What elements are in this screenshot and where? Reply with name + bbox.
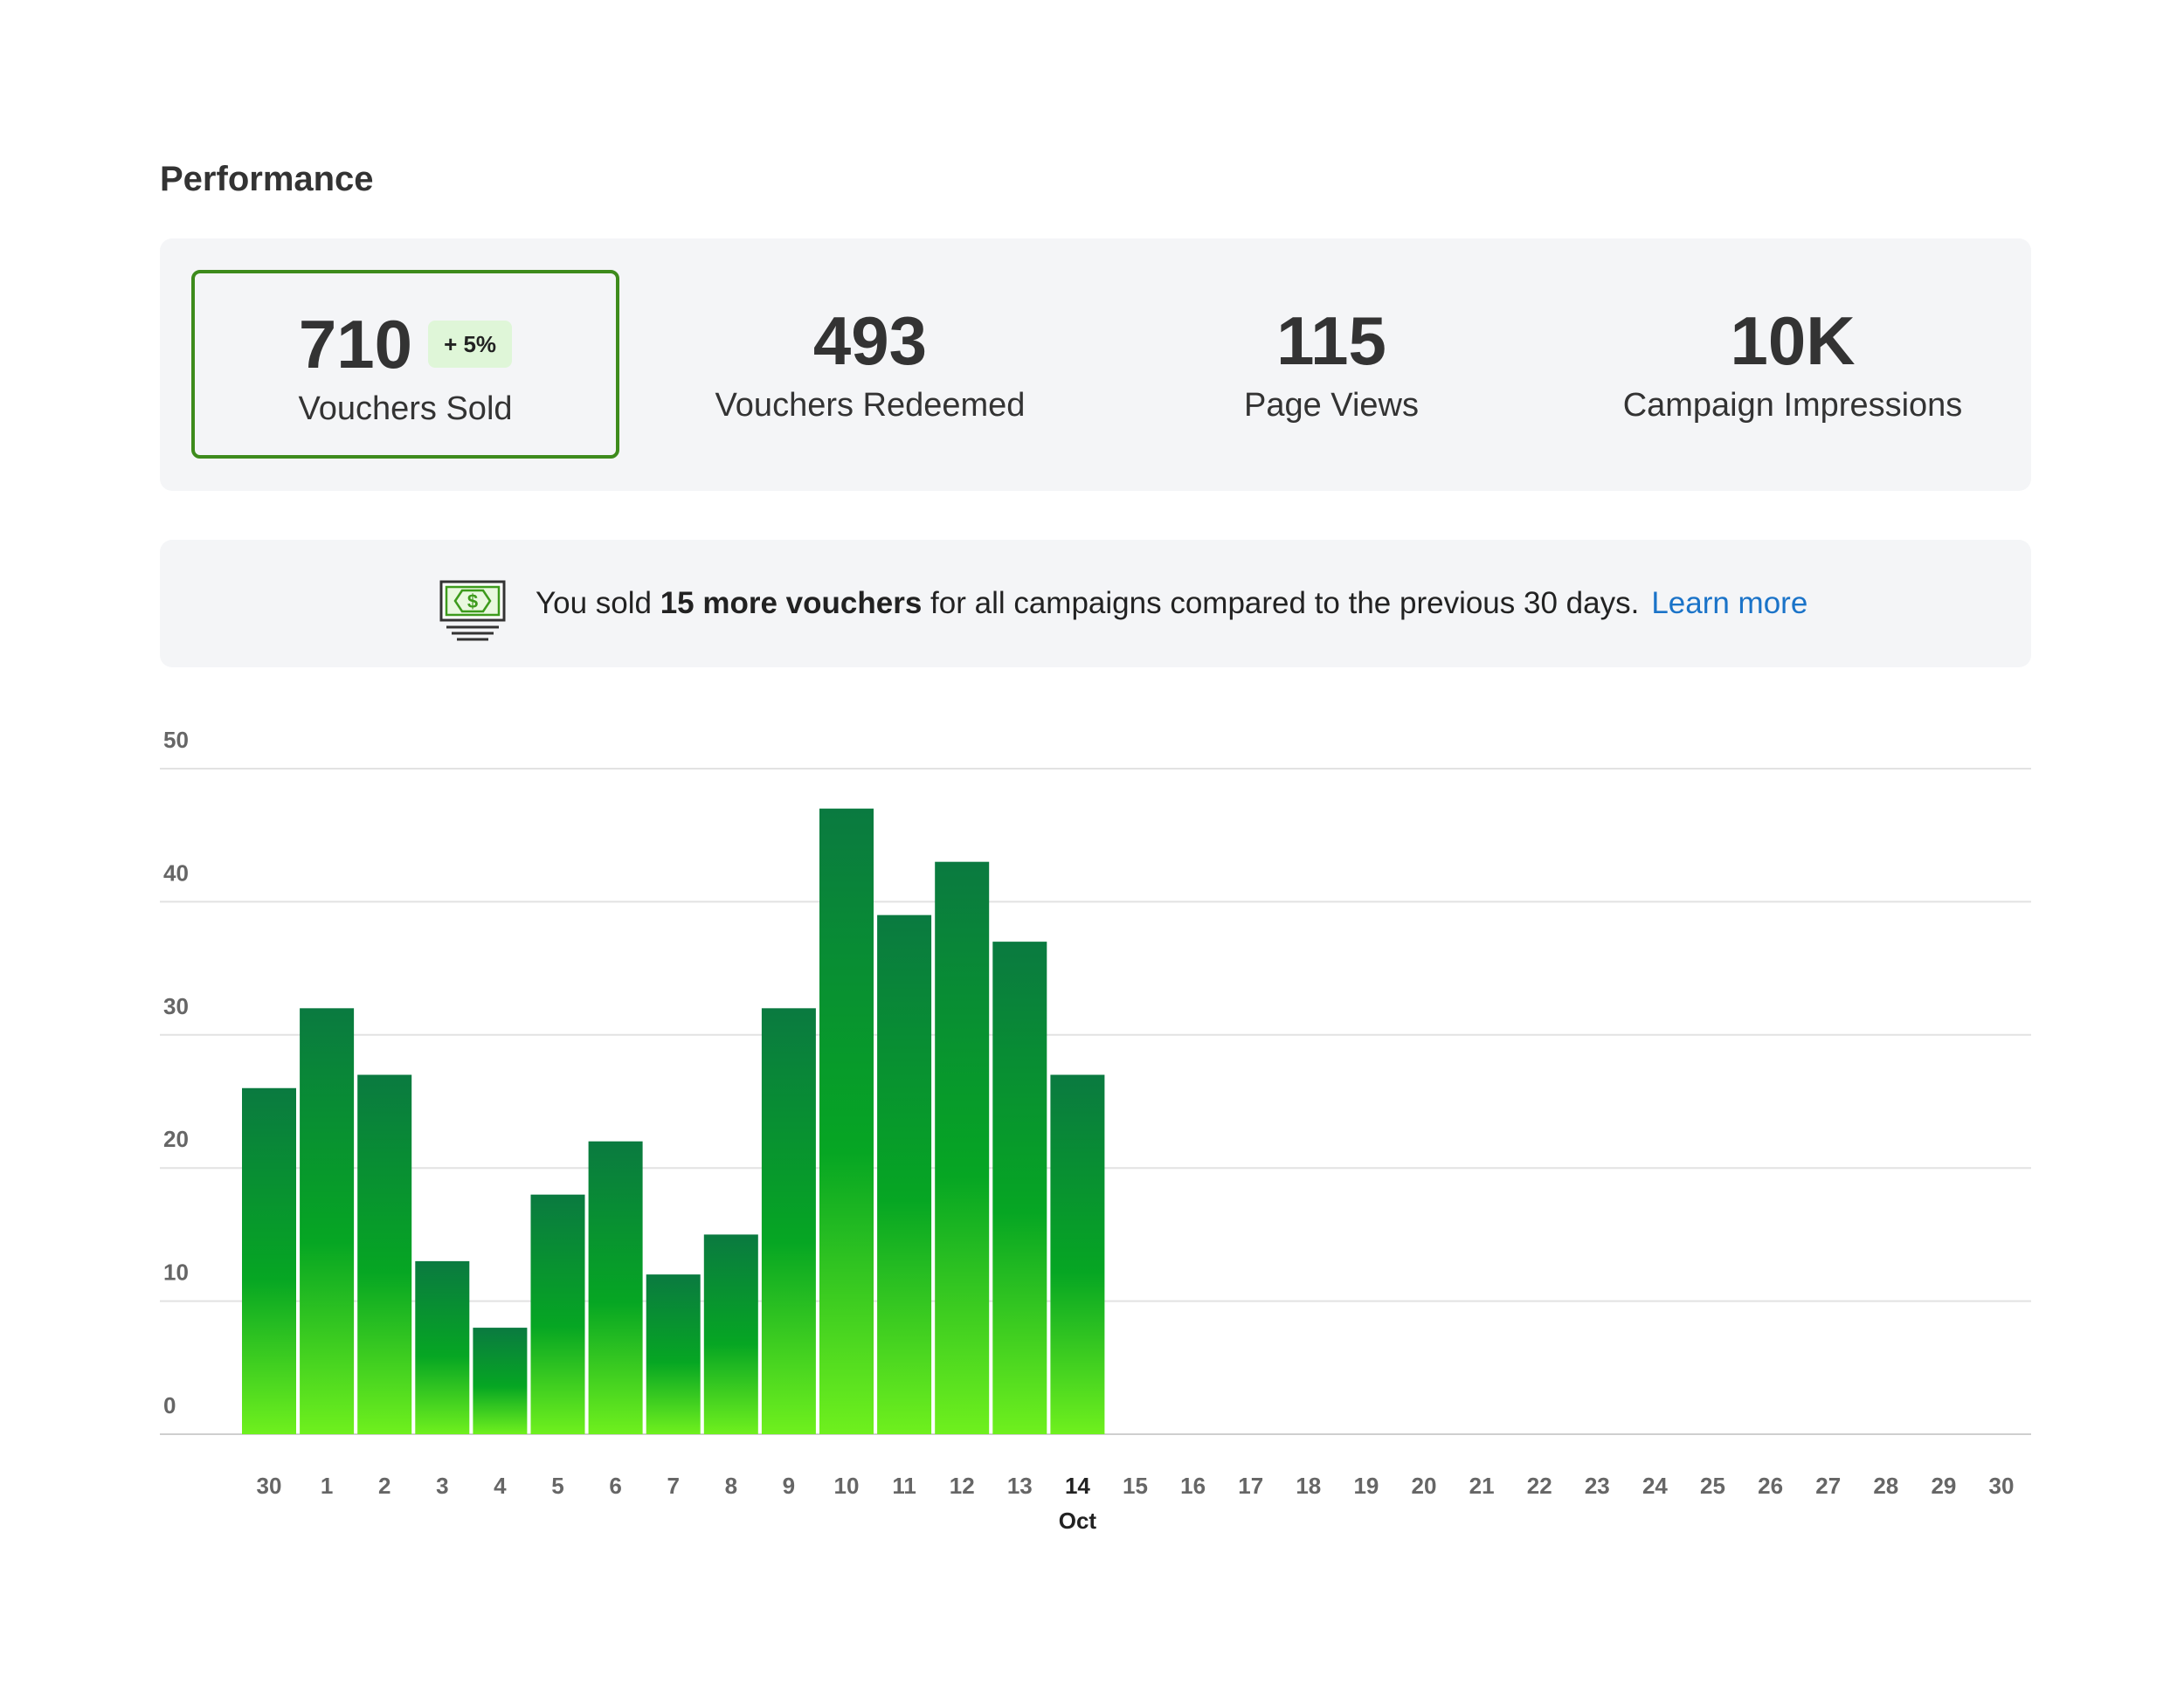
y-tick-label: 30 bbox=[163, 993, 189, 1019]
bar[interactable] bbox=[761, 1008, 816, 1434]
metric-value: 115 bbox=[1276, 302, 1386, 379]
x-tick-label: 2 bbox=[378, 1473, 390, 1499]
learn-more-link[interactable]: Learn more bbox=[1651, 586, 1808, 620]
x-tick-label: 9 bbox=[783, 1473, 795, 1499]
bar[interactable] bbox=[415, 1260, 470, 1434]
x-tick-label: 8 bbox=[725, 1473, 737, 1499]
cash-icon: $ bbox=[439, 580, 506, 641]
bar[interactable] bbox=[300, 1008, 355, 1434]
x-tick-label: 22 bbox=[1527, 1473, 1552, 1499]
metric-label: Page Views bbox=[1244, 387, 1419, 424]
x-tick-label: 3 bbox=[436, 1473, 448, 1499]
x-tick-label: 24 bbox=[1642, 1473, 1668, 1499]
x-tick-label: 10 bbox=[834, 1473, 860, 1499]
x-tick-label: 1 bbox=[321, 1473, 333, 1499]
x-tick-label: 29 bbox=[1931, 1473, 1956, 1499]
x-tick-label: 30 bbox=[257, 1473, 282, 1499]
y-tick-label: 0 bbox=[163, 1392, 176, 1418]
metric-value: 710 bbox=[298, 306, 413, 383]
x-tick-label: 11 bbox=[892, 1473, 916, 1499]
x-tick-label: 6 bbox=[609, 1473, 621, 1499]
x-tick-label: 21 bbox=[1469, 1473, 1495, 1499]
bar[interactable] bbox=[242, 1087, 296, 1434]
metric-vouchers-redeemed[interactable]: 493 Vouchers Redeemed bbox=[656, 270, 1084, 459]
metric-value: 10K bbox=[1730, 302, 1856, 379]
y-axis: 0 10 20 30 40 50 bbox=[163, 727, 189, 1418]
bar[interactable] bbox=[357, 1074, 412, 1434]
svg-text:$: $ bbox=[467, 590, 478, 612]
insight-text-after: for all campaigns compared to the previo… bbox=[922, 586, 1640, 620]
x-tick-label: 19 bbox=[1353, 1473, 1379, 1499]
insight-text: You sold 15 more vouchers for all campai… bbox=[536, 540, 1807, 667]
x-tick-label: 4 bbox=[494, 1473, 507, 1499]
bar[interactable] bbox=[530, 1194, 585, 1434]
metric-label: Vouchers Sold bbox=[298, 390, 513, 427]
x-tick-label: 7 bbox=[667, 1473, 679, 1499]
change-badge: + 5% bbox=[428, 321, 513, 368]
metric-value: 493 bbox=[812, 302, 928, 379]
x-tick-label: 30 bbox=[1989, 1473, 2015, 1499]
bars bbox=[242, 808, 1105, 1434]
x-tick-label: 27 bbox=[1815, 1473, 1841, 1499]
bar[interactable] bbox=[588, 1141, 643, 1434]
x-tick-label: 14 bbox=[1065, 1473, 1090, 1499]
metric-label: Campaign Impressions bbox=[1622, 387, 1963, 424]
bar[interactable] bbox=[473, 1328, 528, 1434]
metric-campaign-impressions[interactable]: 10K Campaign Impressions bbox=[1579, 270, 2007, 459]
bar[interactable] bbox=[703, 1234, 758, 1434]
y-tick-label: 20 bbox=[163, 1126, 189, 1152]
page-title: Performance bbox=[160, 160, 374, 198]
y-tick-label: 50 bbox=[163, 727, 189, 753]
bar[interactable] bbox=[935, 861, 990, 1434]
insight-text-before: You sold bbox=[536, 586, 660, 620]
x-axis: 30 1 2 3 4 5 6 7 8 9 10 11 12 13 14 15 16 17 18 19 20 21 22 23 2… bbox=[257, 1473, 2015, 1534]
metric-page-views[interactable]: 115 Page Views bbox=[1117, 270, 1545, 459]
x-tick-label: 23 bbox=[1585, 1473, 1610, 1499]
x-tick-label: 17 bbox=[1238, 1473, 1263, 1499]
y-tick-label: 40 bbox=[163, 859, 189, 886]
x-tick-label: 26 bbox=[1758, 1473, 1783, 1499]
month-label: Oct bbox=[1059, 1508, 1097, 1534]
x-tick-label: 12 bbox=[950, 1473, 975, 1499]
insight-highlight: 15 more vouchers bbox=[660, 586, 923, 620]
x-tick-label: 28 bbox=[1873, 1473, 1898, 1499]
x-tick-label: 18 bbox=[1296, 1473, 1321, 1499]
bar[interactable] bbox=[819, 808, 874, 1434]
bar[interactable] bbox=[1050, 1074, 1105, 1434]
x-tick-label: 5 bbox=[551, 1473, 563, 1499]
bar[interactable] bbox=[646, 1274, 701, 1434]
metric-vouchers-sold[interactable]: 710 + 5% Vouchers Sold bbox=[191, 270, 619, 459]
x-tick-label: 25 bbox=[1700, 1473, 1725, 1499]
bar[interactable] bbox=[877, 915, 932, 1434]
y-tick-label: 10 bbox=[163, 1260, 189, 1286]
x-tick-label: 20 bbox=[1412, 1473, 1437, 1499]
metrics-panel: 710 + 5% Vouchers Sold 493 Vouchers Rede… bbox=[160, 238, 2031, 491]
x-tick-label: 16 bbox=[1180, 1473, 1206, 1499]
bar[interactable] bbox=[992, 942, 1047, 1434]
metric-label: Vouchers Redeemed bbox=[715, 387, 1026, 424]
x-tick-label: 15 bbox=[1123, 1473, 1148, 1499]
x-tick-label: 13 bbox=[1007, 1473, 1033, 1499]
insight-banner: $ You sold 15 more vouchers for all camp… bbox=[160, 540, 2031, 667]
